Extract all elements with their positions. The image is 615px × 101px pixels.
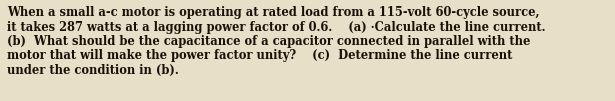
Text: under the condition in (b).: under the condition in (b). (7, 64, 179, 77)
Text: When a small a-c motor is operating at rated load from a 115-volt 60-cycle sourc: When a small a-c motor is operating at r… (7, 6, 540, 19)
Text: it takes 287 watts at a lagging power factor of 0.6.    (a) ·Calculate the line : it takes 287 watts at a lagging power fa… (7, 21, 546, 34)
Text: motor that will make the power factor unity?    (c)  Determine the line current: motor that will make the power factor un… (7, 49, 513, 63)
Text: (b)  What should be the capacitance of a capacitor connected in parallel with th: (b) What should be the capacitance of a … (7, 35, 531, 48)
